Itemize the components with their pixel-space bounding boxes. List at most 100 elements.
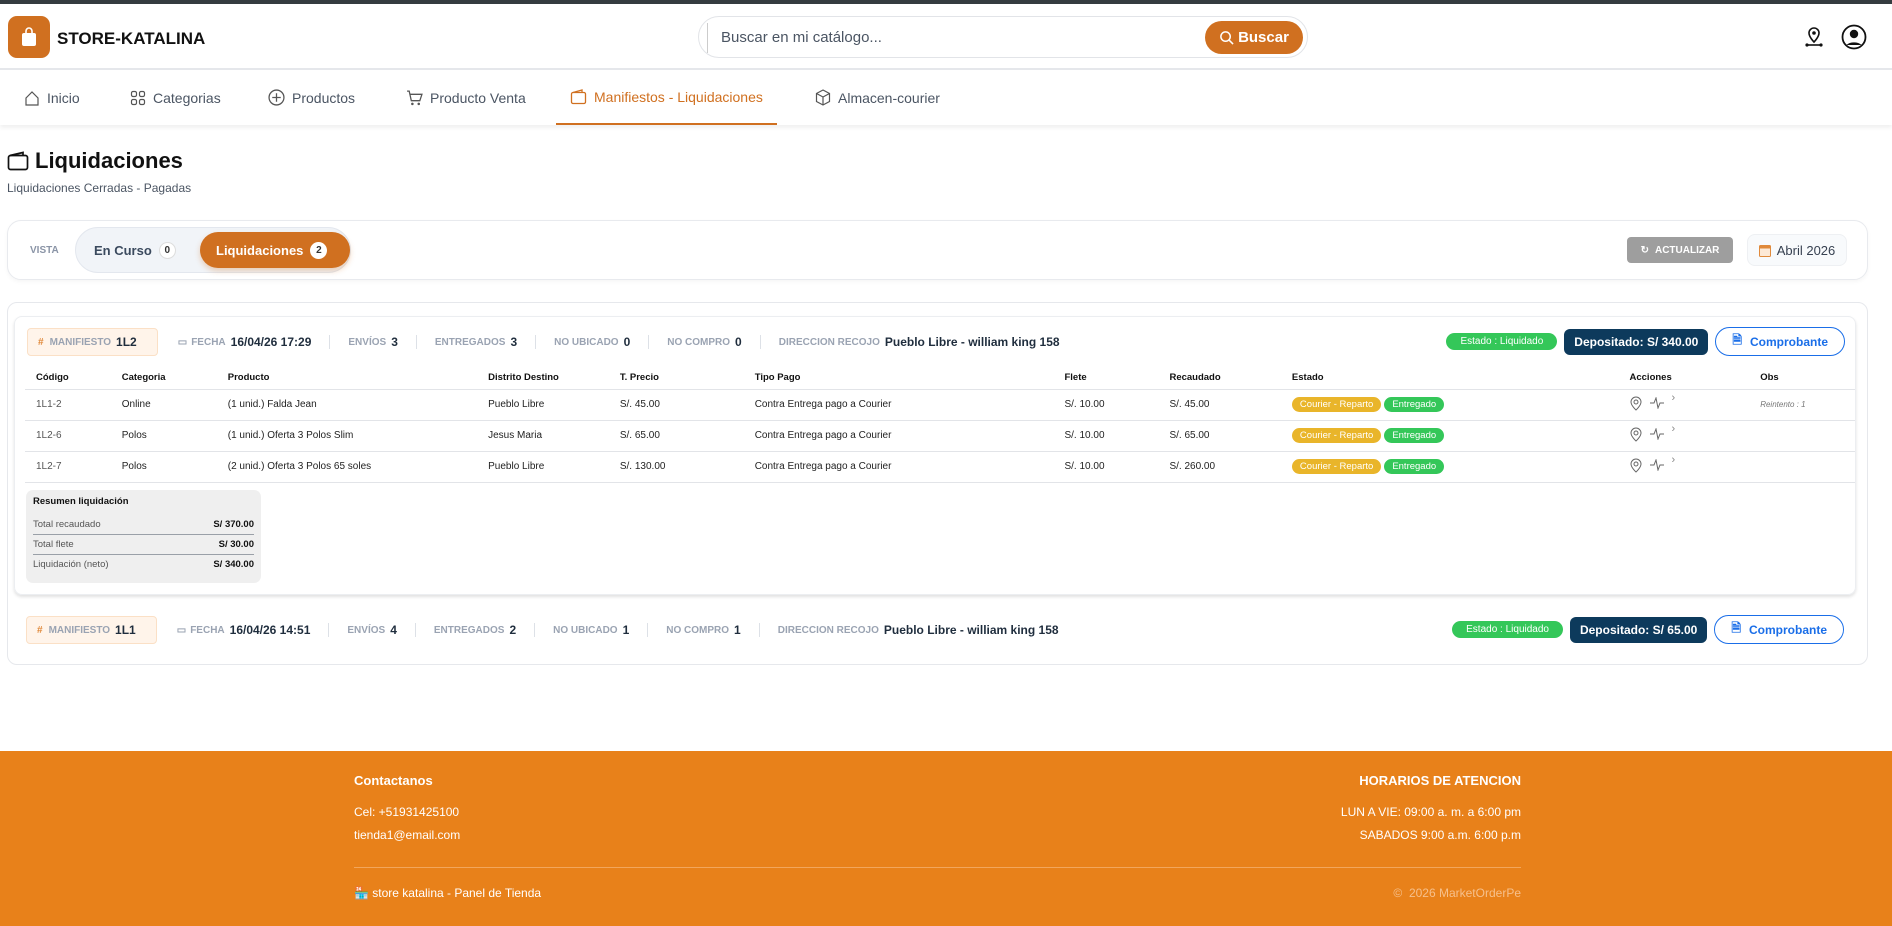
footer-divider	[354, 867, 1521, 868]
pdf-file-icon: 🗎	[1731, 621, 1741, 635]
grid-icon	[130, 90, 146, 105]
map-pin-icon[interactable]	[1629, 395, 1642, 411]
summary-line: Total recaudado S/ 370.00	[33, 515, 254, 535]
cell-codigo: 1L2-7	[25, 451, 122, 483]
tab-en-curso[interactable]: En Curso 0	[78, 232, 192, 268]
search-button-label: Buscar	[1238, 29, 1289, 46]
cell-obs: Reintento : 1	[1760, 389, 1855, 421]
liquidations-list: # MANIFIESTO 1L2 ▭ FECHA 16/04/26 17:29 ENVÍ…	[7, 302, 1868, 665]
delivered-badge: Entregado	[1384, 428, 1445, 443]
footer-hours-title: HORARIOS DE ATENCION	[1359, 773, 1521, 788]
search-input[interactable]: Buscar en mi catálogo...	[721, 28, 882, 46]
search-button[interactable]: Buscar	[1205, 21, 1303, 54]
chevron-right-icon[interactable]: ›	[1671, 454, 1676, 466]
cell-recaudado: S/. 260.00	[1169, 451, 1292, 483]
cell-flete: S/. 10.00	[1064, 389, 1170, 421]
chevron-right-icon[interactable]: ›	[1671, 392, 1676, 404]
chevron-right-icon[interactable]: ›	[1671, 423, 1676, 435]
refresh-icon: ↻	[1640, 244, 1649, 256]
box-icon	[815, 89, 831, 106]
nav-label: Producto Venta	[430, 89, 526, 106]
column-header: Distrito Destino	[488, 367, 620, 390]
count-badge: 2	[310, 241, 328, 259]
page-title: Liquidaciones	[7, 148, 183, 174]
copyright-icon: ©	[1393, 886, 1403, 900]
activity-icon[interactable]	[1649, 397, 1664, 409]
courier-status-badge: Courier - Reparto	[1291, 397, 1382, 412]
nav-inicio[interactable]: Inicio	[24, 70, 80, 125]
activity-icon[interactable]	[1649, 459, 1664, 471]
footer: Contactanos Cel: +51931425100 tienda1@em…	[0, 751, 1892, 926]
cell-codigo: 1L1-2	[25, 389, 122, 421]
cell-acciones: ›	[1629, 389, 1761, 421]
manifest-summary-row[interactable]: # MANIFIESTO 1L1 ▭ FECHA 16/04/26 14:51 ENVÍ…	[26, 616, 1059, 644]
map-pin-icon[interactable]	[1629, 426, 1642, 442]
column-header: Código	[25, 367, 122, 390]
cell-categoria: Polos	[121, 420, 228, 452]
month-picker[interactable]: Abril 2026	[1747, 234, 1847, 266]
cell-precio: S/. 65.00	[619, 420, 755, 452]
cell-recaudado: S/. 65.00	[1169, 420, 1292, 452]
calendar-icon: ▭	[176, 624, 187, 636]
column-header: Acciones	[1629, 367, 1761, 390]
cell-categoria: Online	[121, 389, 228, 421]
store-logo[interactable]	[8, 16, 50, 58]
activity-icon[interactable]	[1649, 428, 1664, 440]
nav-categorias[interactable]: Categorias	[130, 70, 221, 125]
deposit-badge: Depositado: S/ 340.00	[1564, 328, 1709, 355]
map-pin-icon[interactable]	[1629, 457, 1642, 473]
store-icon: 🏪	[354, 886, 369, 900]
nav-producto-venta[interactable]: Producto Venta	[406, 70, 526, 125]
tab-label: Liquidaciones	[216, 242, 304, 258]
cell-obs	[1760, 451, 1855, 483]
month-label: Abril 2026	[1776, 242, 1836, 258]
top-bar	[0, 0, 1892, 4]
column-header: Tipo Pago	[754, 367, 1065, 390]
location-route-icon[interactable]	[1803, 26, 1825, 48]
column-header: Categoria	[121, 367, 228, 390]
cell-recaudado: S/. 45.00	[1169, 389, 1292, 421]
calendar-icon: ▭	[177, 336, 188, 348]
cell-estado: Courier - Reparto Entregado	[1291, 451, 1630, 483]
nav-manifiestos-liquidaciones[interactable]: Manifiestos - Liquidaciones	[556, 70, 777, 125]
courier-status-badge: Courier - Reparto	[1291, 459, 1382, 474]
footer-store: 🏪 store katalina - Panel de Tienda	[354, 886, 542, 900]
status-badge: Estado : Liquidado	[1446, 333, 1558, 350]
nav-label: Manifiestos - Liquidaciones	[594, 88, 763, 105]
deposit-badge: Depositado: S/ 65.00	[1569, 616, 1708, 643]
main-nav: Inicio Categorias Productos Producto Ven…	[0, 70, 1892, 125]
cell-codigo: 1L2-6	[25, 420, 122, 452]
calendar-icon	[1758, 244, 1771, 257]
cell-tipo: Contra Entrega pago a Courier	[754, 451, 1065, 483]
refresh-label: ACTUALIZAR	[1654, 244, 1720, 256]
settlement-summary: Resumen liquidación Total recaudado S/ 37…	[26, 490, 261, 583]
view-segmented-control: En Curso 0 Liquidaciones 2	[75, 227, 351, 273]
count-badge: 0	[158, 241, 176, 259]
manifest-id-badge: # MANIFIESTO 1L1	[26, 616, 157, 644]
cell-flete: S/. 10.00	[1064, 420, 1170, 452]
cell-obs	[1760, 420, 1855, 452]
cell-tipo: Contra Entrega pago a Courier	[754, 389, 1065, 421]
page-subtitle: Liquidaciones Cerradas - Pagadas	[7, 181, 192, 195]
tab-liquidaciones[interactable]: Liquidaciones 2	[200, 232, 350, 268]
comprobante-button[interactable]: 🗎 Comprobante	[1714, 615, 1844, 644]
table-row: 1L2-7 Polos (2 unid.) Oferta 3 Polos 65 so…	[25, 451, 1855, 483]
summary-title: Resumen liquidación	[33, 496, 129, 507]
column-header: Producto	[227, 367, 489, 390]
view-toolbar: VISTA En Curso 0 Liquidaciones 2 ↻ ACTUALIZ…	[7, 220, 1868, 280]
column-header: Obs	[1760, 367, 1855, 390]
nav-productos[interactable]: Productos	[268, 70, 355, 125]
nav-almacen-courier[interactable]: Almacen-courier	[815, 70, 940, 125]
tab-label: En Curso	[94, 242, 152, 258]
footer-email[interactable]: tienda1@email.com	[354, 828, 461, 842]
footer-copyright: © 2026 MarketOrderPe	[1393, 886, 1521, 900]
cell-producto: (1 unid.) Oferta 3 Polos Slim	[227, 420, 489, 452]
comprobante-button[interactable]: 🗎 Comprobante	[1715, 327, 1845, 356]
refresh-button[interactable]: ↻ ACTUALIZAR	[1627, 237, 1733, 263]
cell-estado: Courier - Reparto Entregado	[1291, 420, 1630, 452]
shipments-table: Código Categoria Producto Distrito Destino T…	[25, 367, 1855, 483]
cell-acciones: ›	[1629, 420, 1761, 452]
user-account-icon[interactable]	[1841, 24, 1867, 50]
status-badge: Estado : Liquidado	[1452, 621, 1563, 638]
cart-icon	[407, 90, 423, 106]
